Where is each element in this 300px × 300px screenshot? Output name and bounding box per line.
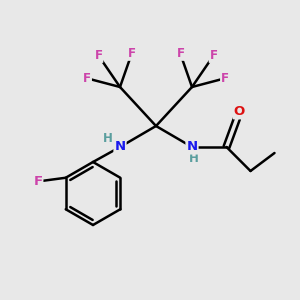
Text: H: H bbox=[103, 132, 112, 145]
Text: N: N bbox=[114, 140, 126, 154]
Text: F: F bbox=[221, 72, 229, 85]
Text: F: F bbox=[177, 47, 184, 60]
Text: F: F bbox=[94, 49, 102, 62]
Text: F: F bbox=[83, 72, 91, 85]
Text: F: F bbox=[210, 49, 218, 62]
Text: N: N bbox=[186, 140, 198, 154]
Text: F: F bbox=[128, 47, 135, 60]
Text: H: H bbox=[189, 152, 198, 165]
Text: F: F bbox=[33, 176, 42, 188]
Text: O: O bbox=[234, 105, 245, 119]
